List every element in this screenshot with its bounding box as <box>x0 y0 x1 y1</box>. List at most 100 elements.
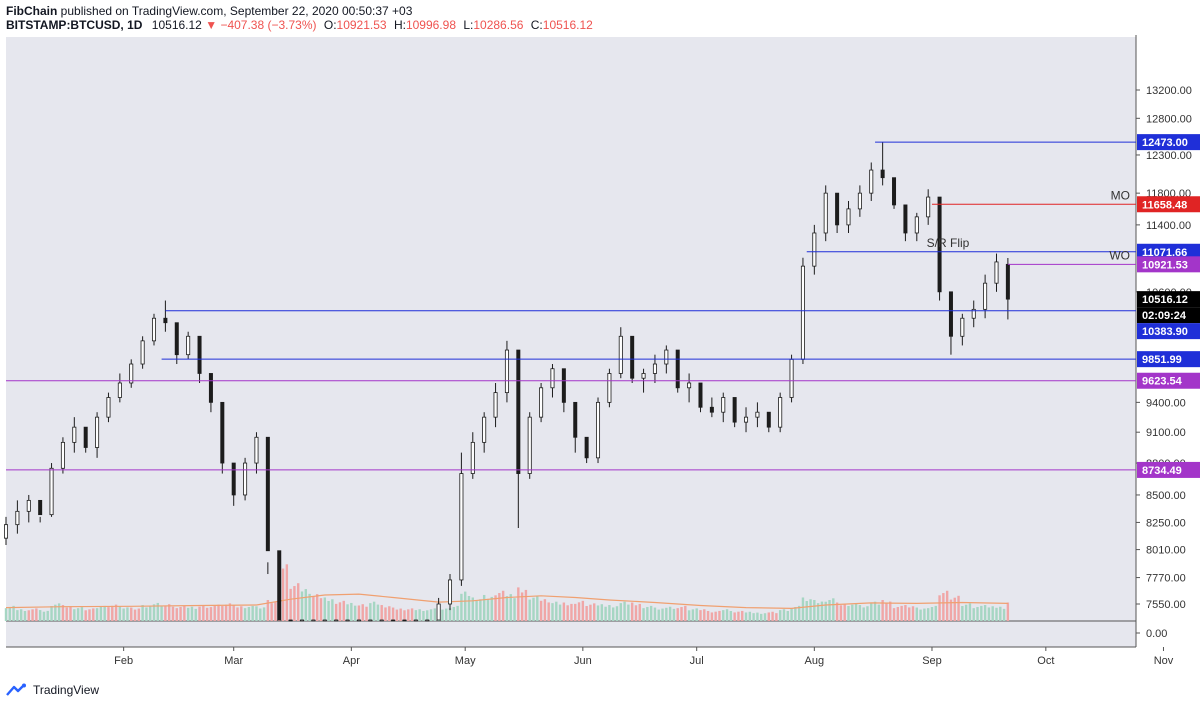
price-axis-label-box <box>1137 351 1200 368</box>
price-axis-label-box <box>1137 323 1200 340</box>
volume-bar <box>460 593 463 621</box>
tradingview-brand[interactable]: TradingView <box>33 683 100 697</box>
volume-bar <box>270 603 273 621</box>
price-tick-label: 8500.00 <box>1146 490 1186 502</box>
volume-bar <box>152 604 156 621</box>
volume-bar <box>122 608 125 621</box>
volume-bar <box>908 607 911 621</box>
candle-body <box>482 416 487 443</box>
volume-bar <box>934 605 937 621</box>
volume-bar <box>972 608 975 621</box>
volume-bar <box>517 587 520 621</box>
volume-bar <box>315 594 319 621</box>
volume-bar <box>877 604 881 621</box>
candle-body <box>265 436 270 552</box>
volume-bar <box>441 609 444 621</box>
candle-body <box>527 416 532 474</box>
volume-bar <box>661 608 664 621</box>
candle-body <box>15 510 20 526</box>
price-axis-label-box <box>1137 243 1200 260</box>
time-tick-label: Apr <box>343 655 360 667</box>
volume-bar <box>141 605 144 621</box>
volume-bar <box>194 608 197 621</box>
volume-bar <box>938 595 941 621</box>
candle-body <box>573 401 578 438</box>
candle-body <box>778 397 783 428</box>
volume-bar <box>896 607 900 621</box>
volume-bar <box>8 607 11 621</box>
last-price: 10516.12 <box>151 18 202 32</box>
volume-bar <box>308 593 311 621</box>
volume-bar <box>350 602 353 621</box>
candle-body <box>356 619 361 622</box>
volume-bar <box>262 607 266 621</box>
volume-bar <box>243 608 247 621</box>
candle-body <box>413 619 418 622</box>
volume-bar <box>285 564 289 621</box>
tradingview-logo-icon[interactable] <box>6 683 28 697</box>
candle-body <box>903 204 908 234</box>
close-label: C: <box>530 18 543 32</box>
volume-bar <box>964 604 968 621</box>
volume-bar <box>900 605 903 621</box>
volume-bar <box>137 608 141 621</box>
candle-body <box>38 499 43 516</box>
volume-bar <box>577 602 581 621</box>
volume-bar <box>763 613 767 621</box>
price-axis-label: 10516.12 <box>1142 294 1188 306</box>
candle-body <box>607 373 612 403</box>
time-tick-label: Jul <box>690 655 704 667</box>
candle-body <box>140 340 145 365</box>
candle-body <box>835 192 840 226</box>
volume-bar <box>312 596 315 621</box>
chart-annotation: S/R Flip <box>927 236 970 250</box>
candle-body <box>391 619 396 622</box>
price-tick-label: 12800.00 <box>1146 113 1192 125</box>
volume-bar <box>107 607 110 621</box>
volume-bar <box>794 607 797 621</box>
volume-bar <box>190 606 194 621</box>
volume-bar <box>627 604 630 621</box>
volume-bar <box>741 610 744 621</box>
candle-body <box>857 192 862 210</box>
volume-bar <box>528 599 531 621</box>
volume-bar <box>133 609 137 621</box>
candle-body <box>322 619 327 622</box>
time-tick-label: Mar <box>224 655 243 667</box>
candle-body <box>220 401 225 464</box>
candle-body <box>687 382 692 389</box>
volume-bar <box>236 607 239 621</box>
candle-body <box>459 473 464 581</box>
time-tick-label: Aug <box>805 655 825 667</box>
price-chart[interactable]: 13200.0012800.0012300.0011800.0011400.00… <box>0 35 1200 675</box>
candle-body <box>516 349 521 474</box>
volume-bar <box>547 602 550 621</box>
ticker-legend: BITSTAMP:BTCUSD, 1D 10516.12 ▼ −407.38 (… <box>6 18 593 34</box>
volume-bar <box>919 609 922 621</box>
price-tick-label: 11400.00 <box>1146 220 1191 232</box>
price-axis[interactable] <box>1136 35 1200 649</box>
volume-bar <box>718 610 721 621</box>
chart-annotation: WO <box>1109 248 1130 262</box>
volume-bar <box>600 604 604 621</box>
volume-bar <box>945 590 949 621</box>
candle-body <box>596 401 601 459</box>
candle-body <box>208 373 213 403</box>
candle-body <box>994 261 999 284</box>
volume-bar <box>463 591 467 621</box>
volume-bar <box>574 603 577 621</box>
author-name[interactable]: FibChain <box>6 4 58 18</box>
price-axis-label-box <box>1137 291 1200 308</box>
volume-bar <box>995 607 998 621</box>
volume-bar <box>111 605 114 621</box>
price-tick-label: 0.00 <box>1146 628 1167 640</box>
candle-body <box>254 436 259 464</box>
volume-bar <box>27 610 30 621</box>
candle-body <box>618 335 623 374</box>
volume-bar <box>293 586 296 621</box>
price-axis-label: 8734.49 <box>1142 465 1182 477</box>
volume-bar <box>126 607 129 621</box>
volume-bar <box>866 606 869 621</box>
volume-bar <box>983 605 987 621</box>
volume-bar <box>209 607 213 621</box>
